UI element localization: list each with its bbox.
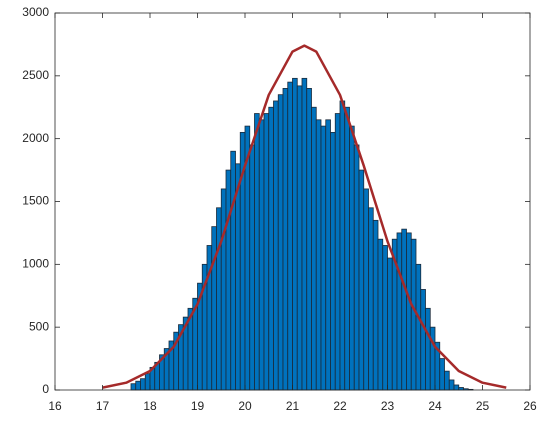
bar xyxy=(254,113,260,391)
bar xyxy=(249,144,255,391)
x-tick-label: 18 xyxy=(143,399,157,413)
x-tick-label: 16 xyxy=(48,399,62,413)
bar xyxy=(320,125,327,391)
y-tick-label: 3000 xyxy=(22,5,49,19)
bar xyxy=(140,378,146,391)
bar xyxy=(311,106,317,391)
bar xyxy=(225,169,232,391)
bar xyxy=(425,307,431,391)
y-tick-label: 500 xyxy=(29,319,49,333)
bar xyxy=(287,81,293,391)
bar xyxy=(135,380,141,391)
x-tick-label: 23 xyxy=(381,399,395,413)
bar xyxy=(277,94,284,391)
bar xyxy=(358,169,365,391)
bar xyxy=(368,207,374,391)
bar xyxy=(334,113,341,391)
bar xyxy=(439,358,445,391)
bar xyxy=(330,131,336,391)
bar xyxy=(144,373,151,391)
bar xyxy=(216,207,222,391)
y-tick-label: 2000 xyxy=(22,131,49,145)
bar xyxy=(296,85,303,391)
bar xyxy=(130,383,137,391)
bar xyxy=(372,219,379,391)
bar xyxy=(230,150,236,391)
bar xyxy=(339,100,346,391)
bar xyxy=(429,326,436,391)
bar xyxy=(396,232,403,391)
bar xyxy=(315,119,322,391)
bar xyxy=(406,232,412,391)
bar xyxy=(263,113,270,391)
bar xyxy=(258,119,265,391)
bar xyxy=(353,144,360,391)
bar xyxy=(415,263,422,391)
bar xyxy=(349,125,355,391)
bar xyxy=(211,226,217,391)
bar xyxy=(268,106,274,391)
x-tick-label: 21 xyxy=(286,399,300,413)
y-tick-label: 1500 xyxy=(22,194,49,208)
bar xyxy=(282,88,289,391)
bar xyxy=(344,106,350,391)
x-tick-label: 22 xyxy=(333,399,347,413)
x-tick-label: 25 xyxy=(476,399,490,413)
x-tick-label: 24 xyxy=(428,399,442,413)
bar xyxy=(377,238,384,391)
bar xyxy=(444,370,450,391)
bar xyxy=(453,384,460,391)
fit-curve xyxy=(102,44,507,389)
bar xyxy=(306,88,312,391)
y-tick-label: 1000 xyxy=(22,257,49,271)
x-tick-label: 20 xyxy=(238,399,252,413)
bar xyxy=(363,188,369,391)
bar xyxy=(325,119,331,391)
bar xyxy=(448,379,455,391)
bar xyxy=(273,100,279,391)
bar xyxy=(387,257,393,391)
y-tick-label: 0 xyxy=(42,382,49,396)
x-tick-label: 17 xyxy=(96,399,110,413)
bar xyxy=(420,289,426,391)
x-tick-label: 26 xyxy=(523,399,537,413)
bar xyxy=(292,77,298,391)
bar xyxy=(301,77,308,391)
bar xyxy=(410,238,417,391)
x-tick-label: 19 xyxy=(191,399,205,413)
bar xyxy=(220,188,227,391)
bar xyxy=(401,228,407,391)
y-tick-label: 2500 xyxy=(22,68,49,82)
bar xyxy=(382,245,388,391)
